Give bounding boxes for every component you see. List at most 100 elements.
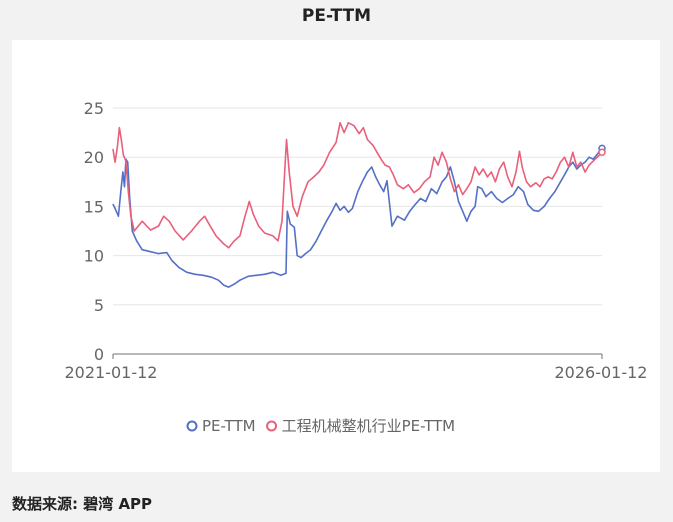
series-line-0 — [112, 147, 603, 288]
data-point — [149, 251, 152, 253]
series-end-marker — [598, 148, 606, 157]
data-point — [392, 174, 394, 176]
data-point — [563, 156, 566, 158]
data-point — [114, 207, 116, 209]
data-point — [576, 168, 578, 170]
legend-marker-icon — [186, 420, 198, 432]
legend-item[interactable]: PE-TTM — [186, 417, 256, 435]
data-point — [112, 148, 114, 150]
data-point — [384, 164, 386, 166]
data-point — [130, 215, 132, 217]
data-point — [289, 223, 291, 225]
data-point — [351, 207, 353, 209]
data-point — [485, 196, 487, 198]
data-point — [141, 249, 143, 251]
data-point — [343, 132, 345, 134]
data-point — [466, 188, 468, 190]
data-point — [441, 181, 443, 183]
data-point — [580, 161, 582, 163]
data-point — [361, 181, 363, 183]
data-point — [194, 273, 196, 275]
chart-panel: 0 5 10 15 20 25 2021-01-12 2026-01-12 PE-TTM 工程… — [12, 40, 660, 472]
data-point — [527, 203, 529, 205]
series-line-1 — [112, 122, 603, 249]
data-point — [204, 215, 206, 217]
data-point — [512, 194, 514, 196]
data-point — [588, 164, 590, 166]
y-tick-label: 15 — [84, 197, 104, 216]
chart-title: PE-TTM — [301, 6, 372, 26]
data-point — [515, 171, 517, 173]
data-point — [457, 200, 460, 203]
data-point — [396, 215, 398, 217]
data-point — [120, 191, 122, 193]
legend-item[interactable]: 工程机械整机行业PE-TTM — [266, 417, 455, 435]
data-point — [239, 235, 241, 237]
data-point — [396, 184, 398, 186]
data-point — [429, 176, 431, 178]
data-point — [535, 182, 537, 184]
data-point — [449, 166, 451, 168]
data-point — [462, 210, 464, 212]
data-point — [563, 174, 566, 176]
data-point — [477, 186, 479, 188]
data-point — [136, 240, 138, 242]
data-point — [292, 205, 294, 207]
data-point — [503, 161, 505, 163]
data-point — [511, 186, 513, 188]
data-point — [474, 166, 476, 168]
data-point — [178, 266, 180, 268]
data-point — [494, 181, 496, 183]
data-point — [414, 203, 416, 205]
data-point — [331, 210, 333, 212]
data-point — [215, 235, 217, 237]
data-point — [543, 178, 545, 180]
data-point — [335, 202, 337, 204]
data-point — [457, 184, 460, 186]
data-point — [548, 197, 551, 200]
data-point — [252, 213, 254, 215]
data-point — [379, 184, 381, 186]
y-axis: 0 5 10 15 20 25 — [84, 99, 104, 364]
data-point — [277, 240, 279, 242]
data-point — [141, 220, 143, 222]
data-point — [190, 230, 193, 232]
data-point — [371, 166, 373, 168]
data-point — [353, 125, 355, 127]
data-point — [285, 138, 288, 141]
data-point — [376, 151, 378, 153]
data-point — [518, 150, 521, 152]
data-point — [588, 156, 590, 158]
data-point — [120, 138, 122, 141]
data-point — [149, 229, 152, 231]
data-point — [592, 160, 594, 162]
data-point — [171, 259, 173, 262]
data-point — [280, 274, 282, 276]
data-point — [423, 181, 425, 183]
data-point — [335, 141, 337, 143]
x-tick-label: 2026-01-12 — [555, 363, 648, 382]
data-point — [470, 181, 472, 183]
data-point — [413, 192, 415, 194]
data-point — [449, 178, 451, 180]
data-point — [174, 230, 176, 232]
data-point — [233, 283, 235, 285]
data-point — [112, 203, 114, 205]
data-point — [529, 186, 532, 188]
data-point — [329, 151, 331, 153]
data-point — [507, 176, 509, 178]
data-point — [572, 161, 574, 163]
data-point — [301, 196, 303, 198]
data-point — [407, 184, 409, 186]
data-point — [202, 274, 204, 276]
data-point — [347, 211, 349, 213]
data-point — [486, 176, 488, 178]
data-point — [296, 215, 298, 217]
data-point — [281, 220, 283, 222]
data-point — [125, 160, 127, 162]
data-point — [481, 188, 483, 190]
data-point — [388, 166, 390, 168]
data-point — [258, 225, 260, 227]
data-point — [323, 164, 325, 166]
data-point — [286, 210, 288, 212]
